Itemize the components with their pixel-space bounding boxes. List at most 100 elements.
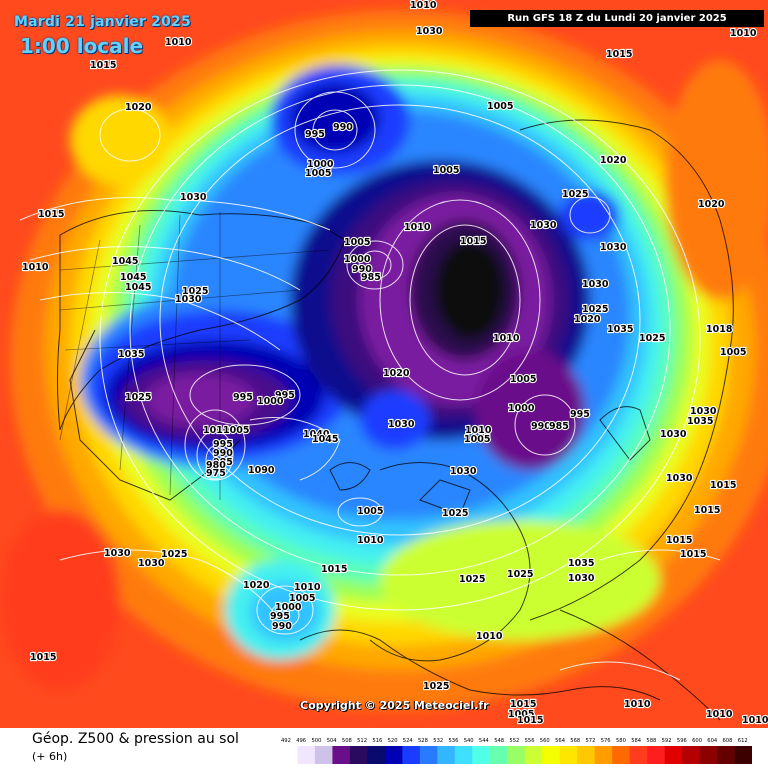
pressure-label: 1030 — [450, 466, 477, 477]
legend-swatch — [612, 746, 630, 764]
pressure-label: 1035 — [607, 324, 633, 335]
pressure-label: 1005 — [344, 237, 370, 248]
legend-swatch — [419, 746, 438, 764]
geopotential-field — [0, 10, 768, 710]
pressure-label: 1045 — [120, 272, 146, 283]
pressure-label: 1090 — [248, 465, 275, 476]
legend-tick-label: 528 — [418, 738, 428, 744]
copyright: Copyright © 2025 Meteociel.fr — [300, 699, 489, 712]
pressure-label: 1000 — [344, 254, 371, 265]
legend-swatch — [559, 746, 578, 764]
legend-swatch — [314, 746, 333, 764]
legend-swatch — [682, 746, 700, 764]
pressure-label: 1045 — [312, 434, 338, 445]
pressure-label: 1020 — [600, 155, 627, 166]
pressure-label: 985 — [361, 272, 381, 283]
pressure-label: 1040 — [303, 429, 330, 440]
legend-swatch — [384, 746, 403, 764]
legend-tick-label: 608 — [723, 738, 733, 744]
legend-tick-label: 524 — [403, 738, 414, 744]
pressure-label: 1025 — [562, 189, 588, 200]
pressure-label: 1025 — [442, 508, 468, 519]
legend-tick-label: 560 — [540, 738, 550, 744]
pressure-label: 1015 — [666, 535, 692, 546]
legend-tick-label: 516 — [372, 738, 382, 744]
geopotential-map: 1010 1010 1015 1030 1015 1010 1020 1005 … — [0, 0, 768, 728]
pressure-label: 1010 — [493, 333, 520, 344]
legend-swatch — [297, 746, 316, 764]
pressure-label: 990 — [531, 421, 551, 432]
pressure-label: 1005 — [289, 593, 315, 604]
pressure-label: 1030 — [690, 406, 717, 417]
pressure-label: 1015 — [710, 480, 736, 491]
pressure-label: 990 — [333, 122, 353, 133]
legend-swatch — [489, 746, 508, 764]
pressure-label: 1015 — [517, 715, 543, 726]
pressure-label: 1010 — [624, 699, 651, 710]
legend-tick-label: 540 — [464, 738, 474, 744]
legend-swatch — [454, 746, 473, 764]
graticule — [59, 212, 331, 500]
pressure-label: 1005 — [508, 709, 534, 720]
pressure-label: 1000 — [508, 403, 535, 414]
legend-swatch — [717, 746, 735, 764]
legend-swatch — [437, 746, 456, 764]
color-scale-legend: 492 496 500 504 508 512 516 520 524 528 532 536 540 5… — [280, 738, 752, 764]
pressure-label: 990 — [213, 448, 233, 459]
pressure-label: 1045 — [125, 282, 151, 293]
legend-tick-label: 596 — [677, 738, 687, 744]
pressure-label: 1035 — [687, 416, 713, 427]
pressure-label: 1020 — [383, 368, 410, 379]
pressure-label: 1030 — [416, 26, 443, 37]
legend-tick-label: 604 — [707, 738, 718, 744]
pressure-label: 1005 — [305, 168, 331, 179]
legend-tick-label: 584 — [631, 738, 642, 744]
pressure-label: 1010 — [465, 425, 492, 436]
pressure-label: 1005 — [223, 425, 249, 436]
pressure-label: 1020 — [125, 102, 152, 113]
legend-swatch — [472, 746, 491, 764]
run-info: Run GFS 18 Z du Lundi 20 janvier 2025 — [470, 10, 764, 27]
pressure-label: 1020 — [698, 199, 725, 210]
pressure-label: 995 — [270, 611, 290, 622]
legend-swatch — [699, 746, 718, 764]
legend-tick-label: 576 — [601, 738, 611, 744]
pressure-label: 1030 — [180, 192, 207, 203]
forecast-step: (+ 6h) — [32, 750, 68, 763]
legend-tick-label: 564 — [555, 738, 566, 744]
legend-tick-label: 580 — [616, 738, 626, 744]
legend-swatch — [332, 746, 351, 764]
pressure-label: 1010 — [357, 535, 384, 546]
pressure-label: 1025 — [639, 333, 665, 344]
pressure-label: 1030 — [600, 242, 627, 253]
pressure-label: 1015 — [680, 549, 706, 560]
legend-swatch — [402, 746, 421, 764]
pressure-label: 1030 — [582, 279, 609, 290]
pressure-label: 1025 — [459, 574, 485, 585]
legend-tick-label: 512 — [357, 738, 367, 744]
pressure-label: 995 — [233, 392, 253, 403]
pressure-label: 985 — [549, 421, 569, 432]
pressure-label: 1035 — [118, 349, 144, 360]
legend-swatch — [647, 746, 665, 764]
pressure-label: 1030 — [175, 294, 202, 305]
pressure-label: 1035 — [568, 558, 594, 569]
pressure-label: 1000 — [307, 159, 334, 170]
pressure-label: 985 — [213, 457, 233, 468]
legend-tick-label: 548 — [494, 738, 504, 744]
legend-tick-label: 588 — [646, 738, 656, 744]
legend-tick-label: 508 — [342, 738, 352, 744]
pressure-label: 1030 — [530, 220, 557, 231]
pressure-label: 1010 — [476, 631, 503, 642]
pressure-label: 1045 — [112, 256, 138, 267]
legend-tick-label: 492 — [281, 738, 291, 744]
pressure-label: 1015 — [30, 652, 56, 663]
legend-swatch — [577, 746, 595, 764]
legend-tick-label: 600 — [692, 738, 702, 744]
pressure-label: 1025 — [423, 681, 449, 692]
pressure-label: 1030 — [568, 573, 595, 584]
pressure-label: 1010 — [742, 715, 768, 726]
legend-tick-label: 572 — [586, 738, 596, 744]
pressure-label: 1020 — [243, 580, 270, 591]
legend-tick-label: 612 — [738, 738, 748, 744]
